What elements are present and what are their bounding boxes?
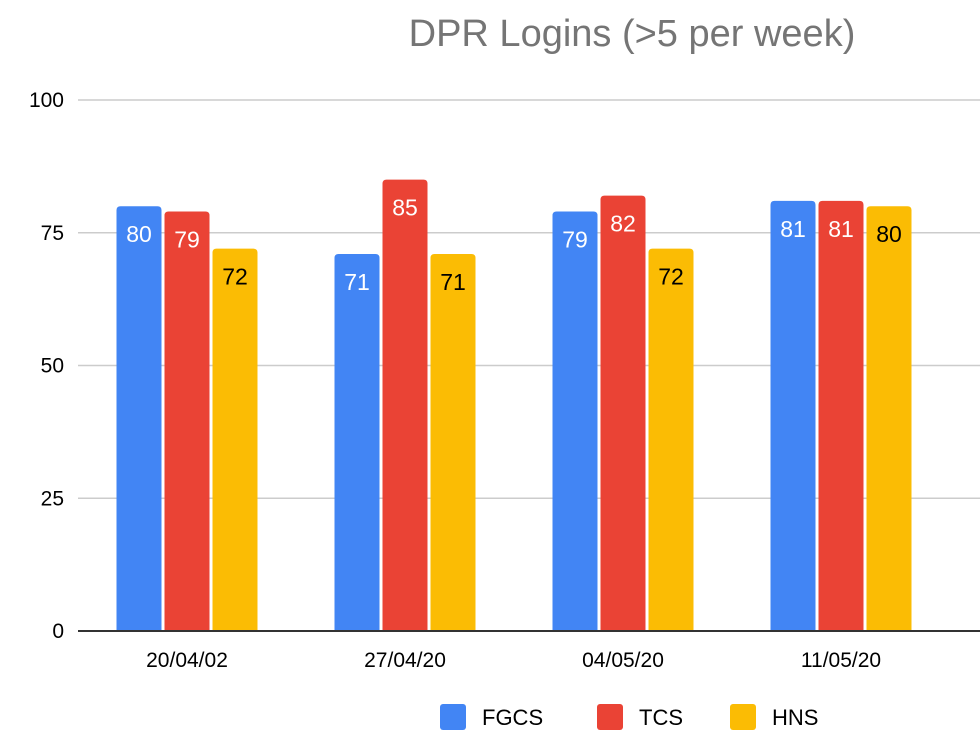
y-axis-ticks: 0 25 50 75 100: [29, 89, 64, 643]
data-label: 85: [392, 195, 418, 221]
y-tick-label: 0: [52, 620, 64, 643]
data-label: 80: [126, 221, 152, 247]
legend-label: TCS: [639, 705, 683, 730]
y-tick-label: 75: [41, 222, 64, 245]
bar-fgcs: [770, 200, 816, 631]
bar-tcs: [600, 195, 646, 631]
bar-fgcs: [334, 253, 380, 632]
x-tick-label: 20/04/02: [146, 649, 228, 672]
data-label: 80: [876, 221, 902, 247]
data-label: 81: [828, 216, 854, 242]
x-tick-label: 11/05/20: [801, 649, 881, 672]
legend: FGCS TCS HNS: [440, 704, 818, 730]
data-label: 82: [610, 211, 636, 237]
bar-tcs: [382, 179, 428, 631]
x-tick-label: 27/04/20: [364, 649, 446, 672]
data-label: 71: [440, 269, 466, 295]
bar-fgcs: [116, 206, 162, 631]
y-tick-label: 25: [41, 487, 64, 510]
data-label: 79: [174, 227, 200, 253]
data-label: 71: [344, 269, 370, 295]
bar-hns: [648, 248, 694, 631]
data-label: 81: [780, 216, 806, 242]
bar-fgcs: [552, 211, 598, 631]
bar-tcs: [164, 211, 210, 631]
chart-title: DPR Logins (>5 per week): [409, 13, 856, 55]
legend-label: HNS: [772, 705, 818, 730]
bar-tcs: [818, 200, 864, 631]
bar-hns: [866, 206, 912, 631]
data-label: 72: [222, 264, 248, 290]
legend-label: FGCS: [482, 705, 543, 730]
bars: [116, 179, 912, 632]
bar-hns: [212, 248, 258, 631]
data-label: 79: [562, 227, 588, 253]
y-tick-label: 100: [29, 89, 64, 112]
x-axis-ticks: 20/04/02 27/04/20 04/05/20 11/05/20: [146, 649, 881, 672]
legend-swatch-hns: [730, 704, 756, 730]
data-label: 72: [658, 264, 684, 290]
x-tick-label: 04/05/20: [582, 649, 664, 672]
legend-swatch-tcs: [597, 704, 623, 730]
data-labels: 80 79 72 71 85 71 79 82 72 81 81 80: [126, 195, 902, 295]
y-tick-label: 50: [41, 355, 64, 378]
legend-swatch-fgcs: [440, 704, 466, 730]
bar-hns: [430, 253, 476, 632]
